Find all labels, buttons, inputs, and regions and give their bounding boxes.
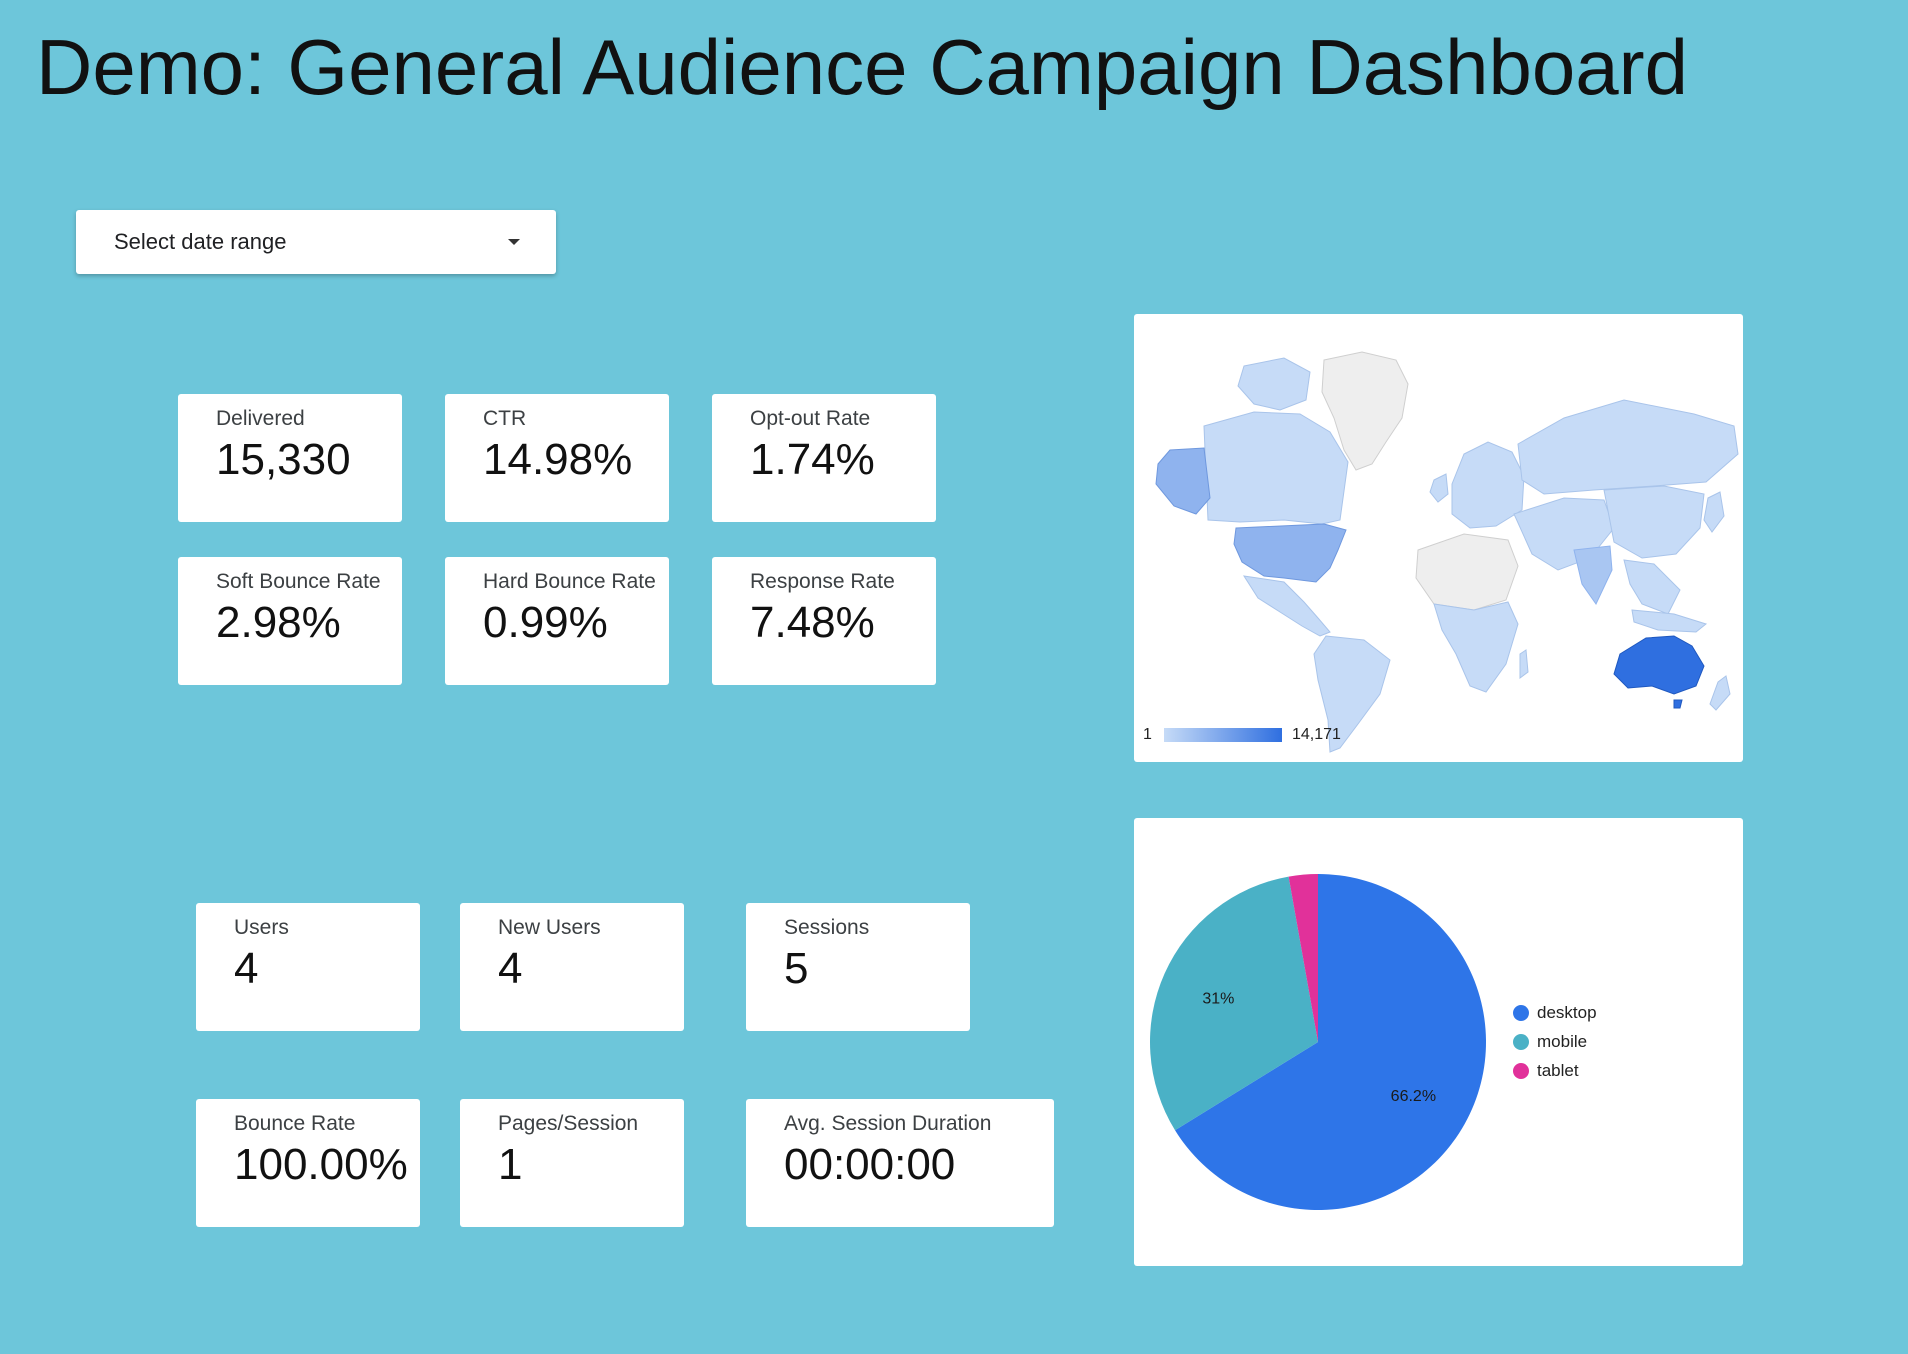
date-range-label: Select date range: [114, 229, 287, 254]
map-region-arctic-canada[interactable]: [1237, 357, 1311, 411]
scorecard-opt-out-rate: Opt-out Rate 1.74%: [712, 394, 936, 522]
scorecard-label: Delivered: [216, 407, 305, 430]
legend-label: desktop: [1537, 1002, 1597, 1022]
pie-data-label-desktop: 66.2%: [1391, 1088, 1436, 1105]
scorecard-label: Opt-out Rate: [750, 407, 871, 430]
scorecard-value: 100.00%: [234, 1140, 408, 1189]
device-pie-chart: 66.2% 31%: [1150, 874, 1486, 1210]
legend-dot-desktop: [1513, 1004, 1529, 1021]
scorecard-value: 15,330: [216, 435, 351, 484]
map-region-mexico[interactable]: [1242, 575, 1331, 637]
legend-item-desktop[interactable]: desktop: [1513, 998, 1597, 1027]
legend-label: mobile: [1537, 1031, 1588, 1051]
scorecard-response-rate: Response Rate 7.48%: [712, 557, 936, 685]
scorecard-value: 14.98%: [483, 435, 633, 484]
map-region-alaska[interactable]: [1155, 447, 1211, 515]
scorecard-value: 1: [498, 1140, 523, 1189]
scorecard-label: Pages/Session: [498, 1112, 639, 1135]
page-title: Demo: General Audience Campaign Dashboar…: [36, 23, 1688, 111]
pie-legend: desktop mobile tablet: [1513, 998, 1597, 1085]
map-region-tasmania[interactable]: [1673, 699, 1683, 709]
map-region-greenland[interactable]: [1321, 351, 1409, 471]
legend-item-mobile[interactable]: mobile: [1513, 1027, 1597, 1056]
map-region-southeast-asia[interactable]: [1623, 559, 1681, 615]
scorecard-label: Hard Bounce Rate: [483, 570, 656, 593]
scorecard-value: 1.74%: [750, 435, 875, 484]
world-map: [1155, 351, 1739, 753]
scorecard-users: Users 4: [196, 903, 420, 1031]
device-pie-chart-panel: 66.2% 31% desktop mobile tablet: [1134, 818, 1743, 1266]
map-region-north-africa[interactable]: [1415, 533, 1519, 611]
scorecard-value: 2.98%: [216, 598, 341, 647]
map-region-usa[interactable]: [1233, 523, 1347, 583]
scorecard-sessions: Sessions 5: [746, 903, 970, 1031]
scorecard-avg-session-duration: Avg. Session Duration 00:00:00: [746, 1099, 1054, 1227]
scorecard-delivered: Delivered 15,330: [178, 394, 402, 522]
map-region-china[interactable]: [1603, 485, 1705, 559]
pie-slice-mobile[interactable]: [1150, 876, 1318, 1131]
scorecard-label: Soft Bounce Rate: [216, 570, 381, 593]
legend-dot-tablet: [1513, 1062, 1529, 1079]
map-region-canada[interactable]: [1203, 411, 1349, 525]
pie-data-label-mobile: 31%: [1202, 990, 1234, 1007]
map-region-australia[interactable]: [1613, 635, 1705, 695]
scorecard-label: Users: [234, 916, 289, 939]
scorecard-label: Avg. Session Duration: [784, 1112, 992, 1135]
scorecard-label: Bounce Rate: [234, 1112, 356, 1135]
scorecard-label: Response Rate: [750, 570, 895, 593]
legend-dot-mobile: [1513, 1033, 1529, 1050]
scorecard-label: CTR: [483, 407, 527, 430]
map-region-japan[interactable]: [1703, 491, 1725, 533]
map-legend-min: 1: [1143, 726, 1152, 743]
scorecard-value: 5: [784, 944, 809, 993]
scorecard-label: New Users: [498, 916, 601, 939]
scorecard-value: 00:00:00: [784, 1140, 956, 1189]
scorecard-value: 4: [234, 944, 259, 993]
scorecard-soft-bounce-rate: Soft Bounce Rate 2.98%: [178, 557, 402, 685]
scorecard-new-users: New Users 4: [460, 903, 684, 1031]
map-region-europe[interactable]: [1451, 441, 1525, 529]
map-region-indonesia[interactable]: [1631, 609, 1708, 633]
scorecard-value: 0.99%: [483, 598, 608, 647]
map-region-africa[interactable]: [1433, 601, 1519, 693]
map-region-madagascar[interactable]: [1519, 649, 1529, 679]
map-region-russia[interactable]: [1517, 399, 1739, 495]
map-legend-gradient: [1164, 728, 1282, 742]
scorecard-bounce-rate: Bounce Rate 100.00%: [196, 1099, 420, 1227]
scorecard-value: 4: [498, 944, 523, 993]
map-region-uk[interactable]: [1429, 473, 1449, 503]
map-region-south-america[interactable]: [1313, 635, 1391, 753]
legend-label: tablet: [1537, 1060, 1579, 1080]
pie-slice-tablet[interactable]: [1288, 874, 1318, 1042]
legend-item-tablet[interactable]: tablet: [1513, 1056, 1597, 1085]
scorecard-ctr: CTR 14.98%: [445, 394, 669, 522]
scorecard-pages-session: Pages/Session 1: [460, 1099, 684, 1227]
scorecard-value: 7.48%: [750, 598, 875, 647]
geo-map-panel: 1 14,171: [1134, 314, 1743, 762]
dropdown-caret-icon[interactable]: [508, 239, 520, 245]
map-region-new-zealand[interactable]: [1709, 675, 1731, 711]
scorecard-hard-bounce-rate: Hard Bounce Rate 0.99%: [445, 557, 669, 685]
date-range-selector[interactable]: Select date range: [76, 210, 556, 274]
pie-slice-desktop[interactable]: [1175, 874, 1486, 1210]
map-legend-max: 14,171: [1292, 726, 1341, 743]
scorecard-label: Sessions: [784, 916, 870, 939]
map-region-india[interactable]: [1573, 545, 1613, 605]
